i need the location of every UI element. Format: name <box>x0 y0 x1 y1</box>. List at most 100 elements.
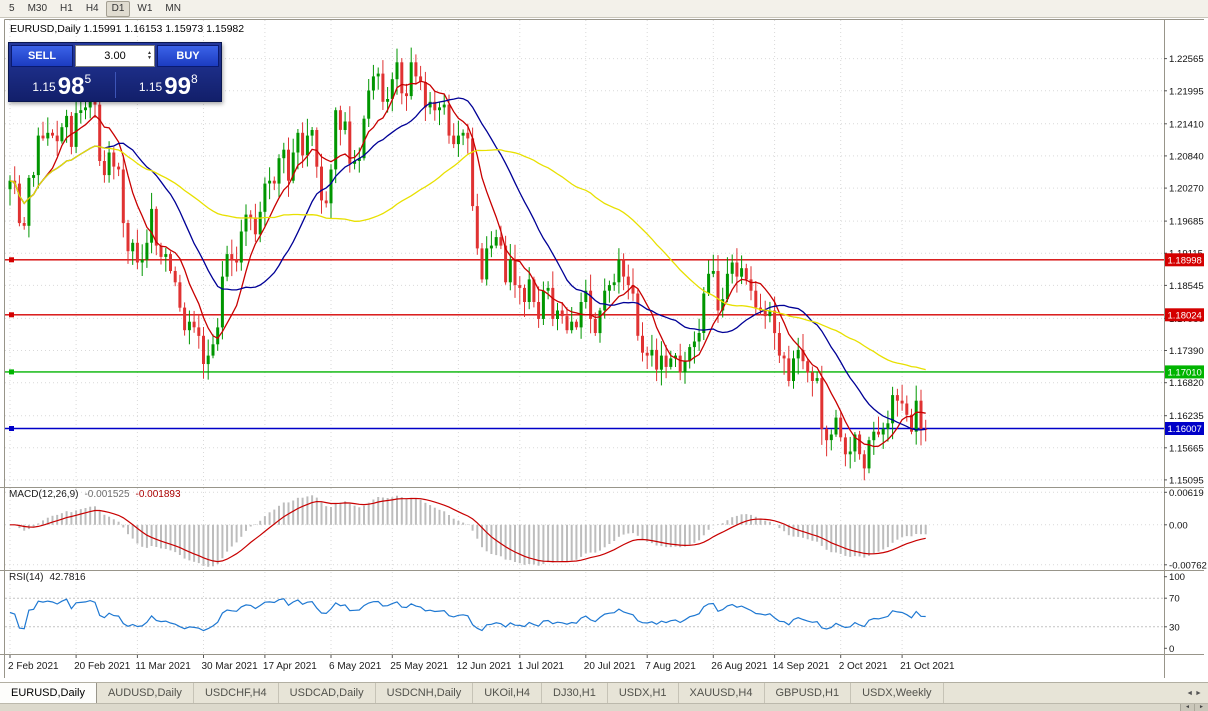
svg-text:26 Aug 2021: 26 Aug 2021 <box>711 661 768 672</box>
price-axis: 1.22565 1.21995 1.21410 1.20840 1.20270 1.196… <box>1164 54 1207 655</box>
svg-text:1.21995: 1.21995 <box>1169 86 1204 97</box>
svg-text:7 Aug 2021: 7 Aug 2021 <box>645 661 696 672</box>
timeframe-button-w1[interactable]: W1 <box>137 2 153 14</box>
rsi-value: 42.7816 <box>49 572 86 583</box>
svg-text:1 Jul 2021: 1 Jul 2021 <box>518 661 565 672</box>
lot-increase-icon[interactable]: ▲ <box>147 50 152 56</box>
svg-text:1.20840: 1.20840 <box>1169 151 1204 162</box>
price-chart-canvas[interactable]: 1.22565 1.21995 1.21410 1.20840 1.20270 1.196… <box>0 18 1208 682</box>
ma-line-21 <box>9 97 926 431</box>
date-axis: 2 Feb 2021 20 Feb 2021 11 Mar 2021 30 Mar 2… <box>8 655 955 672</box>
buy-price-point: 8 <box>190 72 198 86</box>
chart-tab-usdchf-h4[interactable]: USDCHF,H4 <box>194 683 279 703</box>
svg-text:30: 30 <box>1169 622 1180 633</box>
chart-tab-gbpusd-h1[interactable]: GBPUSD,H1 <box>765 683 852 703</box>
chart-tab-usdcad-daily[interactable]: USDCAD,Daily <box>279 683 376 703</box>
one-click-trading-panel: SELL 3.00 ▲ ▼ BUY 1.15 98 5 1.15 99 8 <box>8 42 222 102</box>
svg-text:1.15665: 1.15665 <box>1169 443 1204 454</box>
timeframe-toolbar: 5 M30 H1 H4 D1 W1 MN <box>0 0 1208 18</box>
chart-tabs-bar: EURUSD,Daily AUDUSD,Daily USDCHF,H4 USDCAD,… <box>0 682 1208 703</box>
timeframe-button-h1[interactable]: H1 <box>60 2 73 14</box>
ma-line-8 <box>9 80 926 448</box>
sell-price-display[interactable]: 1.15 98 5 <box>9 69 115 101</box>
svg-text:6 May 2021: 6 May 2021 <box>329 661 382 672</box>
svg-text:1.15095: 1.15095 <box>1169 475 1204 486</box>
rsi-line <box>9 598 926 632</box>
svg-text:1.18545: 1.18545 <box>1169 281 1204 292</box>
svg-text:1.16235: 1.16235 <box>1169 411 1204 422</box>
macd-name: MACD(12,26,9) <box>9 489 79 500</box>
timeframe-button-d1[interactable]: D1 <box>105 0 131 17</box>
svg-text:1.22565: 1.22565 <box>1169 54 1204 65</box>
macd-indicator-label: MACD(12,26,9) -0.001525 -0.001893 <box>9 489 181 500</box>
svg-text:0.00: 0.00 <box>1169 520 1188 531</box>
svg-text:17 Apr 2021: 17 Apr 2021 <box>263 661 317 672</box>
svg-text:100: 100 <box>1169 572 1185 583</box>
pane-separators <box>0 19 1204 678</box>
timeframe-button-mn[interactable]: MN <box>165 2 181 14</box>
chart-tab-ukoil-h4[interactable]: UKOil,H4 <box>473 683 543 703</box>
svg-text:11 Mar 2021: 11 Mar 2021 <box>135 661 191 672</box>
svg-text:14 Sep 2021: 14 Sep 2021 <box>773 661 830 672</box>
chart-tab-usdx-h1[interactable]: USDX,H1 <box>608 683 679 703</box>
chart-ohlc-header: EURUSD,Daily 1.15991 1.16153 1.15973 1.1… <box>10 23 245 35</box>
chart-tab-xauusd-h4[interactable]: XAUUSD,H4 <box>679 683 765 703</box>
chart-tab-usdcnh-daily[interactable]: USDCNH,Daily <box>376 683 474 703</box>
timeframe-button-m30[interactable]: M30 <box>27 2 48 14</box>
buy-price-base: 1.15 <box>138 80 163 94</box>
svg-text:1.20270: 1.20270 <box>1169 184 1204 195</box>
svg-text:20 Feb 2021: 20 Feb 2021 <box>74 661 131 672</box>
scroll-right-icon[interactable]: ► <box>1194 704 1208 711</box>
sell-price-pips: 98 <box>57 73 85 100</box>
svg-text:2 Feb 2021: 2 Feb 2021 <box>8 661 59 672</box>
price-divider <box>114 72 116 98</box>
lot-size-value: 3.00 <box>104 50 126 62</box>
sell-price-point: 5 <box>84 72 92 86</box>
lot-spinner: ▲ ▼ <box>147 47 152 65</box>
chart-tab-dj30-h1[interactable]: DJ30,H1 <box>542 683 608 703</box>
macd-signal-value: -0.001893 <box>135 489 181 500</box>
svg-text:-0.00762: -0.00762 <box>1169 560 1207 571</box>
svg-text:0.00619: 0.00619 <box>1169 488 1204 499</box>
lot-decrease-icon[interactable]: ▼ <box>147 55 152 61</box>
svg-text:20 Jul 2021: 20 Jul 2021 <box>584 661 636 672</box>
ma-line-55 <box>9 145 926 371</box>
svg-text:1.18024: 1.18024 <box>1168 310 1202 321</box>
rsi-indicator-label: RSI(14) 42.7816 <box>9 572 86 583</box>
buy-price-display[interactable]: 1.15 99 8 <box>116 69 222 101</box>
sell-button[interactable]: SELL <box>11 45 73 67</box>
sell-price-base: 1.15 <box>32 80 56 94</box>
svg-text:70: 70 <box>1169 594 1180 605</box>
svg-text:12 Jun 2021: 12 Jun 2021 <box>456 661 511 672</box>
rsi-layer <box>9 598 926 632</box>
buy-button[interactable]: BUY <box>157 45 219 67</box>
svg-text:1.16007: 1.16007 <box>1168 424 1202 435</box>
chart-tab-audusd-daily[interactable]: AUDUSD,Daily <box>97 683 194 703</box>
horizontal-scrollbar[interactable]: ◄ ► <box>0 703 1208 711</box>
svg-text:1.21410: 1.21410 <box>1169 119 1204 130</box>
timeframe-button-h4[interactable]: H4 <box>85 2 99 14</box>
moving-averages-layer <box>9 80 926 448</box>
timeframe-button-5[interactable]: 5 <box>9 2 15 14</box>
chart-tab-eurusd-daily[interactable]: EURUSD,Daily <box>0 683 97 703</box>
scroll-left-icon[interactable]: ◄ <box>1180 704 1194 711</box>
buy-price-pips: 99 <box>164 73 191 100</box>
lot-size-field[interactable]: 3.00 ▲ ▼ <box>75 45 155 67</box>
svg-text:30 Mar 2021: 30 Mar 2021 <box>202 661 259 672</box>
chart-tab-usdx-weekly[interactable]: USDX,Weekly <box>851 683 944 703</box>
price-badges: 1.18998 1.18024 1.17010 1.16007 <box>1165 253 1204 435</box>
rsi-name: RSI(14) <box>9 572 44 583</box>
svg-text:2 Oct 2021: 2 Oct 2021 <box>839 661 888 672</box>
tab-scroll-buttons[interactable]: ◄ ► <box>1186 689 1202 697</box>
svg-text:1.16820: 1.16820 <box>1169 378 1204 389</box>
chart-window[interactable]: 1.22565 1.21995 1.21410 1.20840 1.20270 1.196… <box>0 18 1208 682</box>
svg-text:25 May 2021: 25 May 2021 <box>390 661 448 672</box>
svg-text:1.18998: 1.18998 <box>1168 255 1202 266</box>
macd-signal-line <box>10 497 926 563</box>
svg-text:1.17390: 1.17390 <box>1169 346 1204 357</box>
svg-text:21 Oct 2021: 21 Oct 2021 <box>900 661 955 672</box>
macd-main-value: -0.001525 <box>84 489 130 500</box>
svg-text:1.19685: 1.19685 <box>1169 217 1204 228</box>
candles-layer <box>8 47 928 481</box>
svg-text:1.17010: 1.17010 <box>1168 367 1202 378</box>
